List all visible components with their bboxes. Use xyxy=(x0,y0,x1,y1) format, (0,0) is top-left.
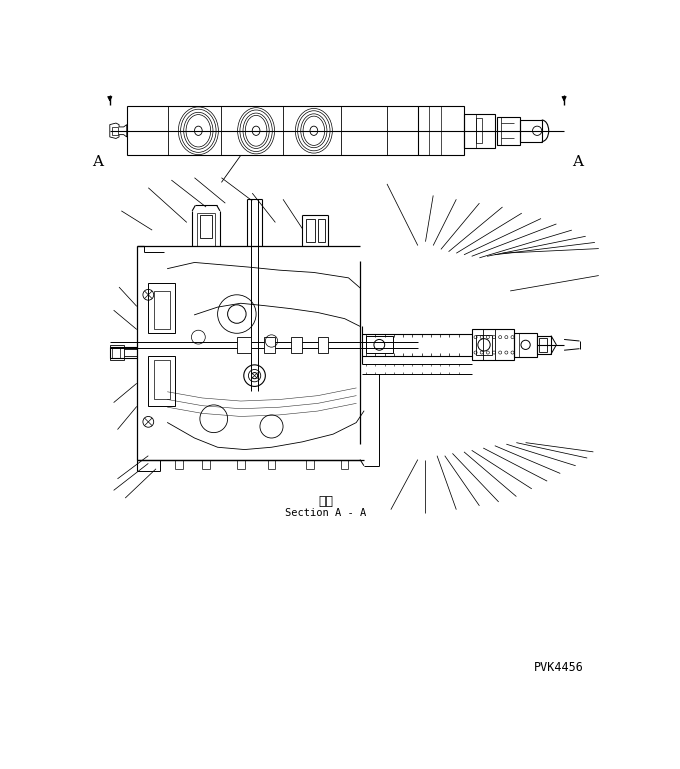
Bar xyxy=(291,337,301,352)
Bar xyxy=(472,329,514,360)
Bar xyxy=(520,120,542,141)
Bar xyxy=(318,337,328,352)
Bar xyxy=(154,360,170,399)
Bar xyxy=(306,218,316,241)
Bar xyxy=(475,335,492,355)
Bar xyxy=(200,215,212,238)
Bar xyxy=(154,291,170,329)
Bar xyxy=(264,337,275,352)
Text: A: A xyxy=(573,155,583,168)
Circle shape xyxy=(252,372,258,378)
Bar xyxy=(237,337,251,352)
Bar xyxy=(112,347,120,358)
Bar xyxy=(514,332,537,357)
Bar xyxy=(109,345,124,360)
Bar xyxy=(148,356,175,407)
Bar xyxy=(112,127,118,135)
Text: PVK4456: PVK4456 xyxy=(534,661,583,674)
Text: A: A xyxy=(92,155,103,168)
Bar xyxy=(418,106,464,155)
Bar xyxy=(318,218,326,241)
Bar xyxy=(537,335,551,354)
Bar xyxy=(367,336,393,353)
Bar xyxy=(539,338,547,351)
Text: Section A - A: Section A - A xyxy=(285,508,366,518)
Text: 断面: 断面 xyxy=(318,494,333,508)
Bar xyxy=(148,283,175,333)
Bar xyxy=(464,114,495,148)
Bar xyxy=(497,117,520,145)
Bar xyxy=(475,118,481,143)
